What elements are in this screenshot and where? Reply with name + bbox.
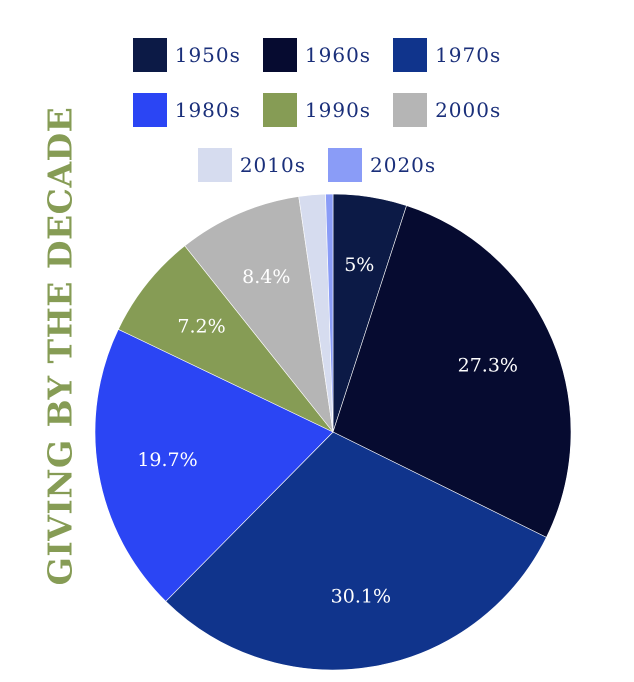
slice-label-1970s: 30.1%: [331, 586, 391, 608]
legend-label-1970s: 1970s: [435, 42, 502, 67]
legend-swatch-1950s: [132, 37, 167, 72]
legend-row-2: 1980s 1990s 2000s: [0, 91, 634, 128]
slice-label-1990s: 7.2%: [177, 315, 225, 337]
legend-swatch-2020s: [328, 147, 362, 182]
legend-item-1960s: 1960s: [262, 37, 372, 72]
legend-row-1: 1950s 1960s 1970s: [0, 36, 634, 73]
legend-item-1970s: 1970s: [393, 37, 502, 72]
legend-label-2020s: 2020s: [370, 152, 437, 177]
pie-slice-2020s: [325, 193, 334, 433]
pie-slice-1980s: [94, 328, 334, 602]
legend-swatch-1990s: [262, 92, 297, 127]
legend-label-2010s: 2010s: [239, 152, 306, 177]
legend-swatch-1970s: [393, 37, 428, 72]
slice-label-1960s: 27.3%: [458, 355, 518, 377]
legend-item-2020s: 2020s: [328, 147, 437, 182]
legend-item-1950s: 1950s: [132, 37, 241, 72]
legend-row-3: 2010s 2020s: [0, 146, 634, 183]
legend-label-1960s: 1960s: [304, 42, 372, 67]
legend-label-1950s: 1950s: [174, 42, 241, 67]
pie-slice-1990s: [117, 245, 334, 433]
legend-label-1990s: 1990s: [304, 97, 372, 122]
slice-label-1980s: 19.7%: [137, 449, 197, 471]
legend-item-2000s: 2000s: [393, 92, 502, 127]
slice-label-2000s: 8.4%: [242, 266, 290, 288]
legend-item-2010s: 2010s: [197, 147, 306, 182]
legend-swatch-2000s: [393, 92, 428, 127]
legend-item-1990s: 1990s: [262, 92, 372, 127]
legend-label-2000s: 2000s: [435, 97, 502, 122]
slice-label-1950s: 5%: [344, 254, 374, 276]
legend-swatch-1980s: [132, 92, 167, 127]
pie-slice-2000s: [184, 196, 334, 434]
chart-legend: 1950s 1960s 1970s 1980s 1990s 2000s 2010…: [0, 36, 634, 201]
legend-swatch-2010s: [197, 147, 232, 182]
pie-slice-1970s: [165, 431, 547, 671]
legend-item-1980s: 1980s: [132, 92, 241, 127]
legend-label-1980s: 1980s: [174, 97, 241, 122]
pie-slice-1960s: [332, 205, 572, 538]
legend-swatch-1960s: [262, 37, 297, 72]
